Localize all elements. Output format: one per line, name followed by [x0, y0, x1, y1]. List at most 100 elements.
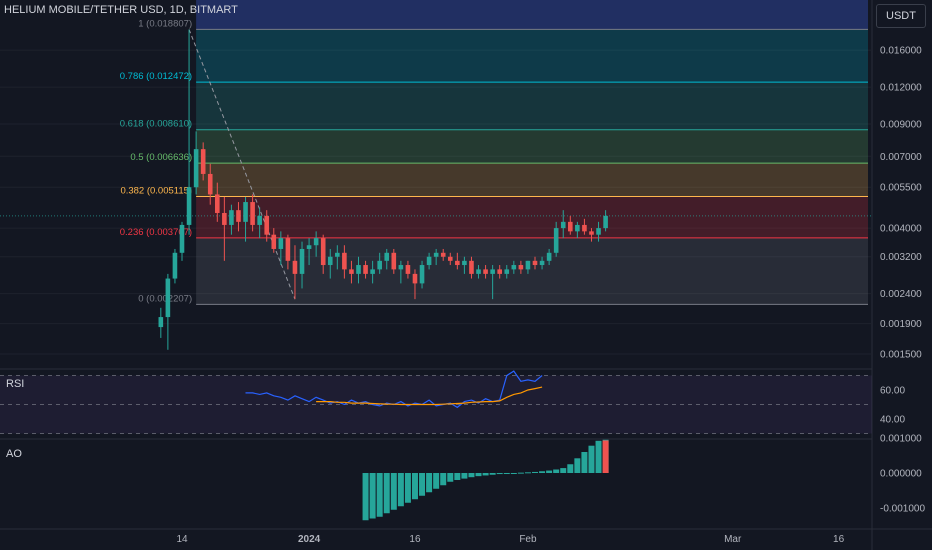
ao-bar [447, 473, 454, 482]
candle-body [335, 252, 340, 257]
candle-body [419, 265, 425, 284]
candle-body [447, 256, 453, 261]
ao-bar [496, 473, 503, 475]
ao-bar [532, 471, 538, 473]
candle-body [412, 273, 418, 284]
candle-body [349, 269, 354, 274]
ao-bar [510, 473, 517, 474]
ao-bar [369, 473, 376, 519]
candle-body [483, 269, 488, 274]
candle-body [215, 194, 220, 213]
time-tick-label: Mar [724, 534, 742, 545]
price-tick-label: 0.004000 [880, 224, 922, 235]
candle-body [433, 252, 439, 257]
ao-bar [404, 473, 411, 503]
fib-zone [196, 163, 868, 197]
candle-body [342, 252, 347, 270]
ao-bar [503, 473, 510, 474]
candle-body [568, 221, 573, 232]
ao-bar [539, 471, 546, 473]
ao-bar [489, 473, 496, 475]
symbol-title: HELIUM MOBILE/TETHER USD, 1D, BITMART [4, 4, 238, 16]
candle-body [560, 221, 566, 229]
candle-body [462, 260, 467, 266]
candle-body [278, 238, 284, 249]
candle-body [440, 252, 446, 257]
currency-button[interactable]: USDT [876, 4, 926, 28]
ao-bar [376, 473, 383, 517]
candle-body [377, 260, 382, 270]
ao-bar [602, 440, 609, 473]
candle-body [200, 149, 206, 174]
ao-bar [390, 473, 397, 510]
candle-body [271, 234, 277, 249]
candle-body [292, 260, 298, 274]
candle-body [243, 202, 248, 222]
fib-label: 0.618 (0.008610) [120, 119, 192, 130]
rsi-label: RSI [6, 378, 25, 390]
candle-body [306, 245, 312, 249]
price-tick-label: 0.016000 [880, 46, 922, 57]
candle-body [264, 215, 270, 235]
rsi-tick-label: 60.00 [880, 386, 905, 397]
fib-trend-line [188, 29, 296, 300]
candle-body [398, 265, 404, 270]
candle-body [363, 265, 368, 274]
rsi-ma-line [316, 386, 543, 406]
candle-body [553, 228, 559, 253]
fib-zone [196, 196, 868, 238]
ao-bar [524, 472, 531, 474]
ao-bar [419, 473, 426, 496]
candle-body [193, 149, 199, 188]
candle-body [165, 278, 171, 318]
candle-body [207, 173, 213, 195]
candle-body [222, 212, 227, 225]
ao-tick-label: 0.001000 [880, 434, 922, 445]
candle-body [546, 252, 552, 261]
candle-body [384, 252, 390, 261]
candle-body [469, 260, 474, 274]
ao-bar [567, 464, 574, 473]
candle-body [539, 260, 545, 266]
candle-body [525, 260, 531, 270]
fib-label: 0.5 (0.006636) [130, 152, 192, 163]
candle-body [426, 256, 432, 266]
candle-body [532, 260, 538, 266]
ao-bar [588, 445, 595, 473]
candle-body [236, 210, 241, 222]
rsi-tick-label: 40.00 [880, 415, 905, 426]
candle-body [257, 215, 262, 225]
candle-body [504, 269, 510, 274]
ao-bar [362, 473, 369, 521]
candle-body [596, 228, 601, 235]
ao-bar [553, 469, 560, 473]
ao-label: AO [6, 448, 22, 460]
ao-bar [468, 473, 475, 478]
fib-label: 0.786 (0.012472) [120, 71, 192, 82]
time-tick-label: 14 [176, 534, 188, 545]
candle-body [391, 252, 397, 270]
candle-body [320, 238, 326, 266]
candle-body [285, 238, 291, 261]
price-tick-label: 0.002400 [880, 289, 922, 300]
fib-label: 0 (0.002207) [138, 293, 192, 304]
fib-zone [196, 129, 868, 164]
ao-bar [560, 468, 567, 473]
fib-label: 0.236 (0.003707) [120, 227, 192, 238]
ao-bar [482, 473, 489, 476]
ao-bar [454, 473, 461, 480]
fib-label: 0.382 (0.005115) [120, 186, 192, 197]
price-tick-label: 0.003200 [880, 252, 922, 263]
candle-body [250, 202, 255, 225]
price-tick-label: 0.005500 [880, 183, 922, 194]
candle-body [582, 224, 587, 232]
candle-body [511, 265, 517, 270]
fib-zone [196, 29, 868, 83]
candle-body [476, 269, 481, 274]
ao-bar [581, 452, 588, 473]
time-tick-label: 2024 [298, 534, 321, 545]
ao-bar [397, 473, 404, 507]
candle-body [158, 317, 164, 328]
candle-body [370, 269, 375, 274]
